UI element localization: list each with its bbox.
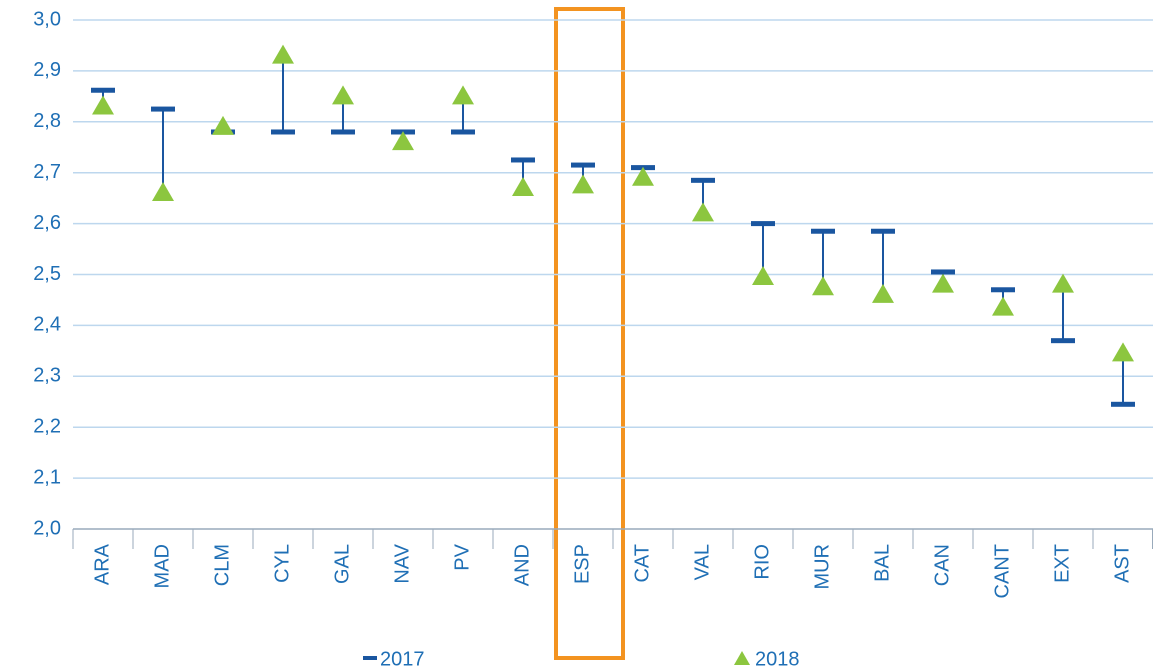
- marker-2018: [332, 85, 354, 105]
- marker-2018: [392, 131, 414, 151]
- x-tick-label: CAT: [631, 544, 653, 583]
- y-tick-label: 2,1: [33, 466, 61, 488]
- y-tick-label: 2,7: [33, 161, 61, 183]
- y-tick-label: 2,2: [33, 415, 61, 437]
- marker-2018: [452, 85, 474, 105]
- x-tick-label: MUR: [811, 544, 833, 590]
- x-tick-label: CANT: [991, 544, 1013, 598]
- marker-2018: [152, 182, 174, 202]
- legend-label: 2017: [380, 648, 425, 670]
- y-tick-label: 2,5: [33, 263, 61, 285]
- marker-2017: [151, 106, 175, 112]
- marker-2017: [691, 177, 715, 183]
- marker-2017: [751, 221, 775, 227]
- x-tick-label: CYL: [271, 544, 293, 583]
- x-tick-label: ESP: [571, 544, 593, 584]
- marker-2017: [931, 269, 955, 275]
- y-tick-label: 2,4: [33, 314, 61, 336]
- marker-2017: [1111, 401, 1135, 407]
- marker-2017: [1051, 338, 1075, 344]
- legend-label: 2018: [755, 648, 800, 670]
- legend-swatch: [734, 651, 750, 665]
- x-tick-label: CAN: [931, 544, 953, 586]
- marker-2017: [331, 129, 355, 135]
- y-tick-label: 2,9: [33, 59, 61, 81]
- marker-2017: [571, 162, 595, 168]
- x-tick-label: ARA: [91, 543, 113, 585]
- marker-2018: [812, 276, 834, 296]
- x-tick-label: RIO: [751, 544, 773, 580]
- marker-2018: [212, 115, 234, 135]
- y-tick-label: 2,6: [33, 212, 61, 234]
- marker-2017: [451, 129, 475, 135]
- marker-2018: [512, 176, 534, 196]
- x-tick-label: MAD: [151, 544, 173, 588]
- marker-2018: [692, 202, 714, 222]
- marker-2018: [932, 273, 954, 293]
- marker-2017: [871, 228, 895, 234]
- x-tick-label: EXT: [1051, 544, 1073, 583]
- marker-2018: [1052, 273, 1074, 293]
- x-tick-label: VAL: [691, 544, 713, 580]
- marker-2018: [1112, 342, 1134, 362]
- x-tick-label: AND: [511, 544, 533, 586]
- x-tick-label: CLM: [211, 544, 233, 586]
- marker-2018: [572, 174, 594, 194]
- marker-2018: [272, 44, 294, 64]
- x-tick-label: GAL: [331, 544, 353, 584]
- x-tick-label: BAL: [871, 544, 893, 582]
- legend-swatch: [363, 656, 377, 660]
- marker-2017: [811, 228, 835, 234]
- marker-2017: [511, 157, 535, 163]
- marker-2018: [632, 166, 654, 186]
- marker-2018: [752, 266, 774, 286]
- y-tick-label: 2,3: [33, 365, 61, 387]
- y-tick-label: 2,0: [33, 517, 61, 539]
- x-tick-label: NAV: [391, 543, 413, 583]
- y-tick-label: 3,0: [33, 8, 61, 30]
- marker-2017: [91, 87, 115, 93]
- marker-2018: [92, 95, 114, 115]
- x-tick-label: AST: [1111, 544, 1133, 583]
- y-tick-label: 2,8: [33, 110, 61, 132]
- marker-2017: [271, 129, 295, 135]
- marker-2018: [872, 283, 894, 303]
- x-tick-label: PV: [451, 543, 473, 570]
- marker-2018: [992, 296, 1014, 316]
- marker-2017: [991, 287, 1015, 293]
- highlight-box: [554, 7, 625, 660]
